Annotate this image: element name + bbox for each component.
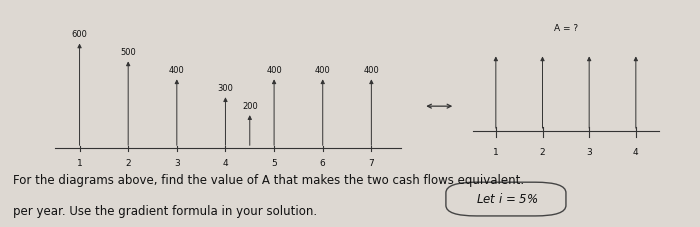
- Text: 1: 1: [493, 147, 498, 156]
- Text: 400: 400: [315, 66, 330, 75]
- Text: A = ?: A = ?: [554, 24, 578, 33]
- Text: 6: 6: [320, 158, 326, 167]
- FancyBboxPatch shape: [446, 183, 566, 216]
- Text: 300: 300: [218, 84, 233, 93]
- Text: 400: 400: [169, 66, 185, 75]
- Text: 3: 3: [587, 147, 592, 156]
- Text: 2: 2: [125, 158, 131, 167]
- Text: 200: 200: [242, 101, 258, 111]
- Text: Let $i$ = 5%: Let $i$ = 5%: [476, 191, 538, 205]
- Text: 500: 500: [120, 48, 136, 57]
- Text: For the diagrams above, find the value of A that makes the two cash flows equiva: For the diagrams above, find the value o…: [13, 174, 528, 187]
- Text: 5: 5: [271, 158, 277, 167]
- Text: 400: 400: [266, 66, 282, 75]
- Text: 1: 1: [77, 158, 83, 167]
- Text: 2: 2: [540, 147, 545, 156]
- Text: 4: 4: [633, 147, 638, 156]
- Text: 7: 7: [368, 158, 374, 167]
- Text: per year. Use the gradient formula in your solution.: per year. Use the gradient formula in yo…: [13, 204, 316, 217]
- Text: 600: 600: [71, 30, 88, 39]
- Text: 400: 400: [363, 66, 379, 75]
- Text: 4: 4: [223, 158, 228, 167]
- Text: 3: 3: [174, 158, 180, 167]
